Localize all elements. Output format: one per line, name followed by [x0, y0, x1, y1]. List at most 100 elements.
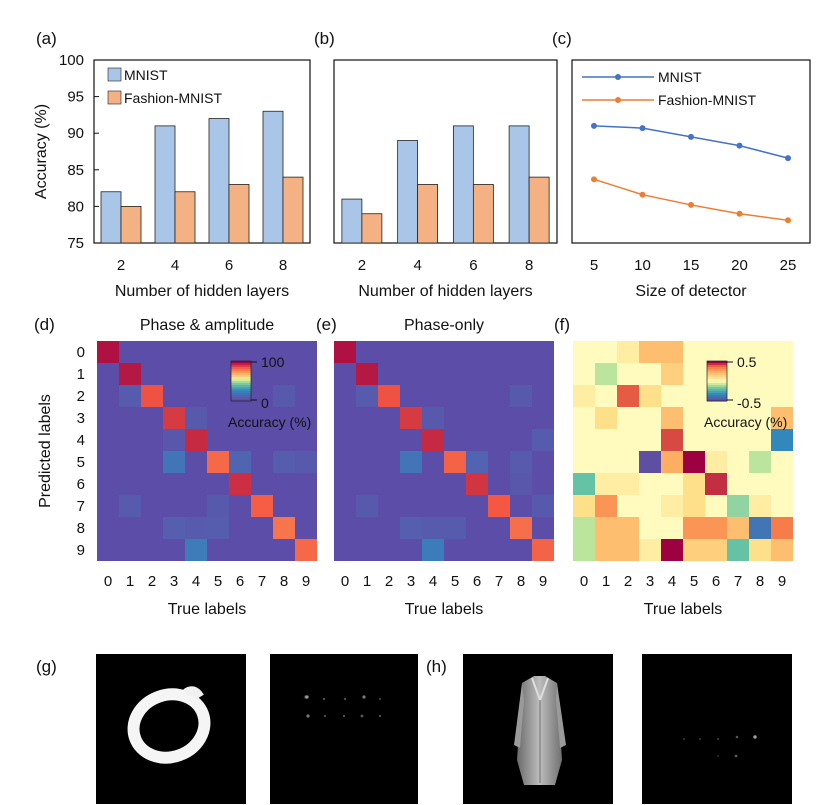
panel-label-f: (f) [554, 315, 570, 334]
heatmap-cell [661, 451, 683, 473]
x-tick-label: 25 [780, 257, 797, 274]
heatmap-cell [510, 385, 532, 407]
x-tick-label: 0 [341, 573, 349, 590]
point-fashion-mnist [639, 191, 646, 198]
heatmap-cell [163, 407, 185, 429]
bar-mnist [508, 125, 530, 244]
line-fashion-mnist [593, 178, 789, 222]
y-tick-label: 9 [77, 542, 85, 559]
colorbar-max-label: 0.5 [737, 354, 757, 370]
bar-fashion-mnist [228, 184, 250, 244]
x-tick-label: 6 [225, 257, 233, 274]
chart-c: 5 10 15 20 25 MNIST Fashion-MNIST Size of detec… [571, 59, 811, 300]
heatmap-cell [661, 341, 683, 363]
chart-a: 2 4 6 8 Number of hidden layers 75 80 85 90 95 100… [33, 52, 311, 300]
heatmap-cell [273, 517, 295, 539]
heatmap-cell [595, 495, 617, 517]
x-tick-label: 9 [539, 573, 547, 590]
panel-label-c: (c) [552, 29, 572, 48]
y-tick-label: 6 [77, 476, 85, 493]
heatmap-cell [400, 407, 422, 429]
heatmap-cell [573, 517, 595, 539]
heatmap-cell [422, 429, 444, 451]
heatmap-cell [617, 517, 639, 539]
plot-frame [93, 59, 311, 244]
heatmap-cell [400, 451, 422, 473]
heatmap-cell [229, 451, 251, 473]
x-tick-label: 7 [734, 573, 742, 590]
heatmap-cell [661, 495, 683, 517]
plot-frame [571, 59, 811, 244]
x-tick-label: 6 [469, 257, 477, 274]
bar-mnist [154, 125, 176, 244]
heatmap-cell [532, 539, 554, 561]
colorbar-segment [231, 385, 251, 388]
colorbar-segment [707, 381, 727, 384]
y-tick-label: 7 [77, 498, 85, 515]
x-tick-label: 4 [668, 573, 676, 590]
heatmap-cell [573, 495, 595, 517]
y-axis-label: Predicted labels [37, 394, 54, 508]
y-tick-label: 1 [77, 366, 85, 383]
heatmap-cell [595, 473, 617, 495]
heatmap-cell [356, 385, 378, 407]
colorbar-frame [706, 360, 728, 402]
x-tick-label: 1 [602, 573, 610, 590]
x-tick-label: 5 [590, 257, 598, 274]
point-fashion-mnist [591, 176, 597, 183]
heatmap-cell [771, 429, 793, 451]
y-tick-label: 95 [67, 89, 84, 106]
heatmap-cell [705, 473, 727, 495]
bar-mnist [452, 125, 474, 244]
bar-mnist [208, 118, 230, 244]
bar-mnist [262, 110, 284, 244]
colorbar-segment [231, 397, 251, 400]
point-mnist [639, 125, 646, 132]
heatmap-cell [466, 451, 488, 473]
colorbar-segment [231, 375, 251, 378]
heatmap-cell [595, 517, 617, 539]
heatmap-cell [705, 517, 727, 539]
panel-label-b: (b) [314, 29, 335, 48]
colorbar-segment [231, 399, 251, 402]
heatmap-e: 0 1 2 3 4 5 6 7 8 9 True labels Phase-only [334, 317, 554, 618]
bar-fashion-mnist [174, 191, 196, 244]
colorbar-segment [707, 391, 727, 394]
heatmap-cell [185, 517, 207, 539]
colorbar-segment [707, 387, 727, 390]
x-tick-label: 15 [683, 257, 700, 274]
point-fashion-mnist [736, 210, 743, 217]
legend-label-mnist: MNIST [124, 67, 168, 83]
colorbar-min-label: 0 [261, 395, 269, 411]
colorbar-segment [707, 377, 727, 380]
x-tick-label: 3 [170, 573, 178, 590]
x-axis-label: True labels [168, 601, 247, 618]
colorbar-segment [231, 365, 251, 368]
heatmap-cell [683, 473, 705, 495]
heatmap-title: Phase-only [404, 317, 484, 334]
image-digit-zero [96, 654, 246, 804]
heatmap-cell [207, 517, 229, 539]
heatmap-cell [683, 539, 705, 561]
x-tick-label: 9 [778, 573, 786, 590]
heatmap-cell [510, 451, 532, 473]
heatmap-cell [510, 517, 532, 539]
heatmap-cell [661, 407, 683, 429]
y-tick-label: 90 [67, 125, 84, 142]
x-tick-label: 5 [451, 573, 459, 590]
x-axis-label: Number of hidden layers [115, 283, 289, 300]
heatmap-cell [661, 363, 683, 385]
heatmap-cell [185, 429, 207, 451]
colorbar-segment [707, 375, 727, 378]
colorbar-segment [707, 395, 727, 398]
point-mnist [736, 142, 743, 149]
heatmap-cell [573, 473, 595, 495]
colorbar-segment [231, 387, 251, 390]
heatmap-cell [141, 385, 163, 407]
x-tick-label: 8 [279, 257, 287, 274]
colorbar-segment [231, 377, 251, 380]
x-tick-label: 7 [495, 573, 503, 590]
colorbar-frame [230, 360, 252, 402]
colorbar-segment [231, 381, 251, 384]
colorbar-segment [231, 371, 251, 374]
